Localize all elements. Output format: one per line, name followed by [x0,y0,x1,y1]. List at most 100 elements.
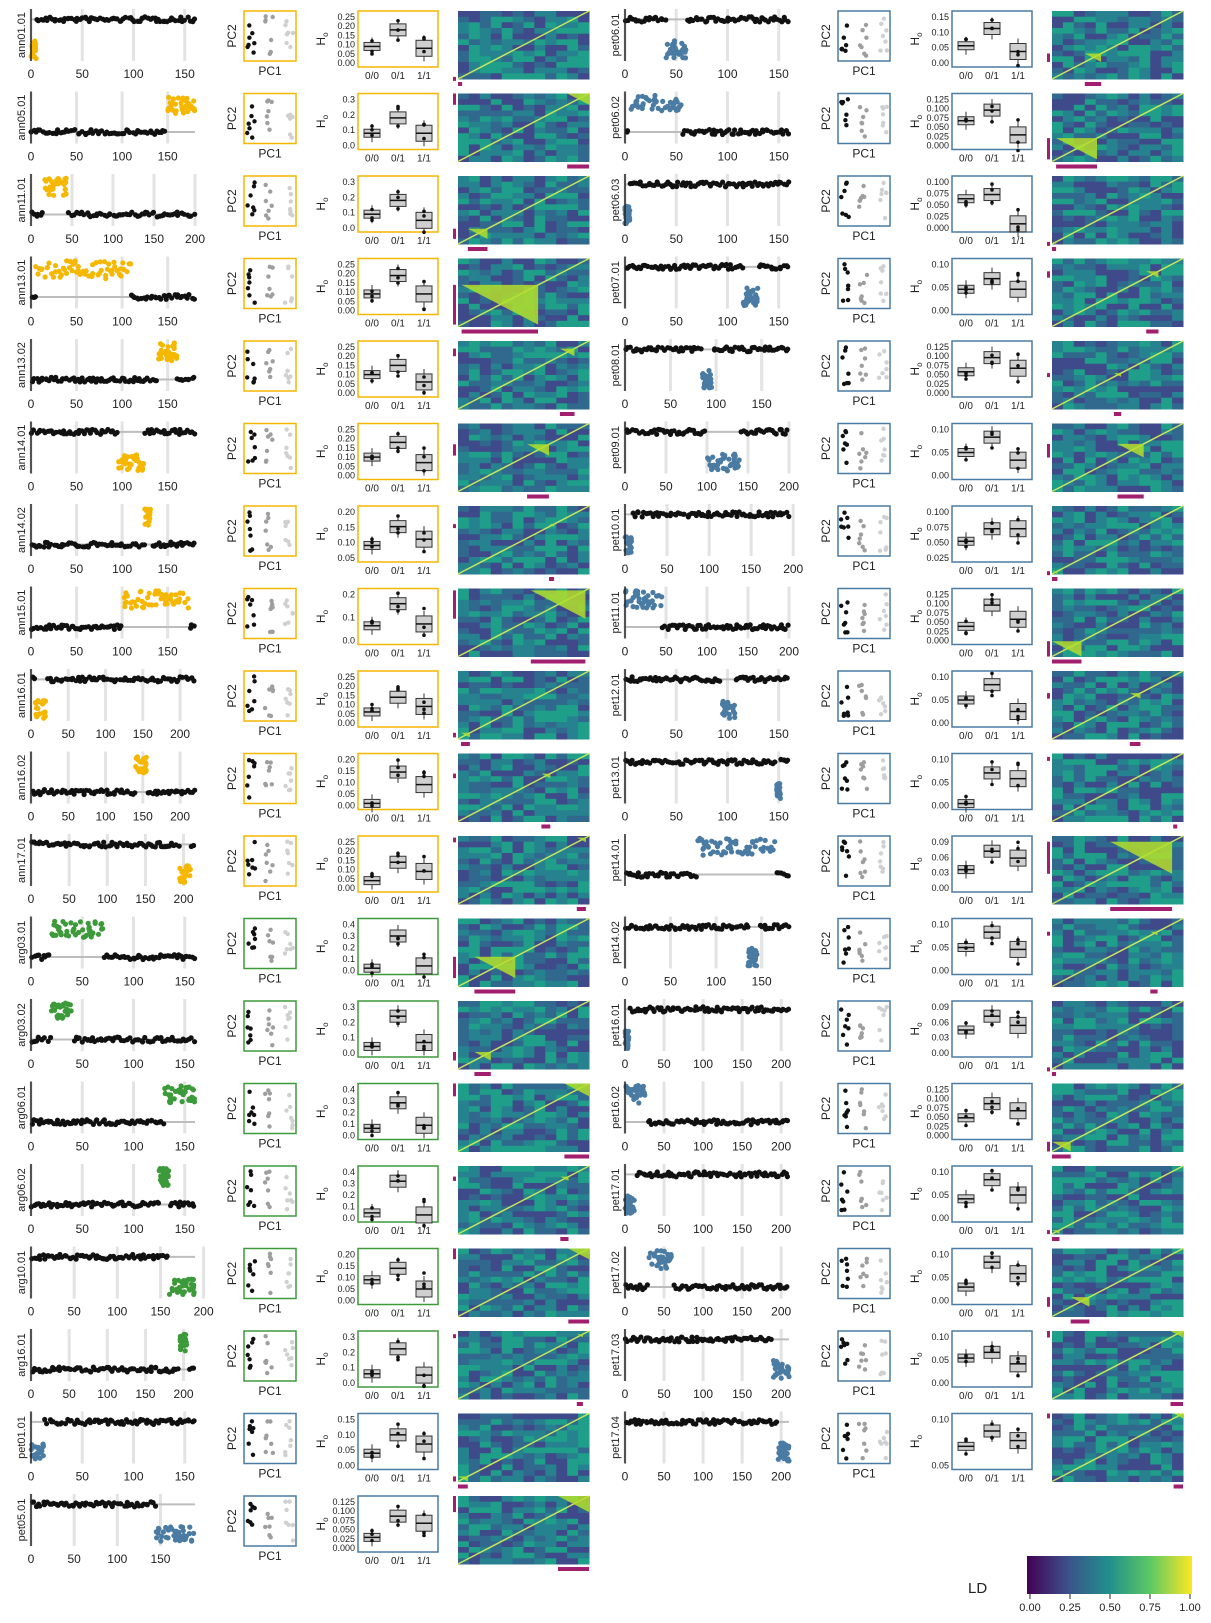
ld-cell [556,215,568,222]
ld-cell [512,881,524,888]
ld-cell [578,881,590,888]
ld-cell [512,1140,524,1147]
ld-cell [512,1111,524,1118]
ld-cell [545,1177,557,1184]
ld-cell [523,881,535,888]
ld-cell [567,980,579,987]
ld-cell [512,16,524,23]
sample-point [265,1262,271,1267]
outlier [396,353,400,358]
ld-cell [501,847,514,854]
ld-cell [534,1128,546,1135]
ld-cell [501,403,514,410]
ld-cell [512,352,524,359]
sample-point [286,264,291,269]
ld-cell [458,710,470,717]
ld-cell [512,1248,524,1255]
ld-cell [479,93,492,100]
ld-cell [490,133,503,140]
window-point [55,127,61,133]
ld-heatmap-arg06.02 [453,1165,590,1241]
ld-cell [556,380,568,387]
ld-cell [458,1222,470,1229]
ld-cell [534,474,546,481]
ld-cell [501,1094,514,1101]
ld-cell [479,238,492,245]
sample-point [247,526,253,532]
outlier [370,379,374,383]
ld-cell [567,1134,579,1141]
ld-cell [578,309,590,316]
ld-cell [523,716,535,723]
ld-cell [556,918,568,925]
ld-cell [534,1200,546,1207]
sample-point [265,842,270,848]
inversion-point [158,352,164,358]
ld-cell [534,793,546,800]
ho-tick-label: 0.2 [342,1190,355,1200]
inversion-bar [560,1237,569,1241]
x-tick-label: 100 [123,1222,143,1236]
ld-cell [523,11,535,18]
ld-cell [512,133,524,140]
ld-cell [545,116,557,123]
ho-axis-label: Ho [314,527,330,541]
ld-cell [545,639,557,646]
ld-cell [534,320,546,327]
ld-cell [523,116,535,123]
genotype-label: 1/1 [417,401,431,412]
ld-cell [501,45,514,52]
inversion-point [158,596,164,602]
sample-point [283,783,288,789]
ld-cell [490,264,503,271]
ld-cell [545,50,557,57]
ld-cell [468,781,481,788]
ld-cell [523,1128,535,1135]
ld-cell [556,1282,568,1289]
ld-cell [512,1271,524,1278]
ld-cell [578,710,590,717]
sample-point [287,185,292,191]
ld-cell [512,710,524,717]
ld-cell [534,929,546,936]
ld-cell [545,1063,557,1070]
ld-cell [545,138,557,145]
window-point [42,274,48,280]
ld-cell [567,858,579,865]
ld-cell [534,127,546,134]
ld-cell [556,181,568,188]
ld-cell [545,1035,557,1042]
ld-cell [556,963,568,970]
ld-cell [545,676,557,683]
ld-cell [458,671,470,678]
ld-cell [468,568,481,575]
ld-cell [523,682,535,689]
ho-axis-label: Ho [314,444,330,458]
ld-cell [468,1111,481,1118]
ld-cell [512,924,524,931]
inversion-point [191,98,197,104]
ld-heatmap-ann17.01 [453,835,590,911]
sample-point [266,768,272,773]
ld-cell [545,429,557,436]
ld-cell [479,303,492,310]
genotype-label: 1/1 [417,1309,431,1320]
ld-cell [523,403,535,410]
ld-cell [490,1089,503,1096]
ho-tick-label: 0.3 [342,1096,355,1106]
ld-cell [468,198,481,205]
x-tick-label: 0 [28,480,35,494]
ld-cell [458,557,470,564]
outlier [396,281,400,285]
sample-point [248,533,253,538]
ld-cell [468,440,481,447]
ld-cell [556,457,568,464]
x-tick-label: 50 [76,67,90,81]
ld-cell [468,380,481,387]
window-point [48,1034,54,1041]
ld-cell [534,864,546,871]
ld-cell [479,1094,492,1101]
ld-diagonal [457,505,590,575]
